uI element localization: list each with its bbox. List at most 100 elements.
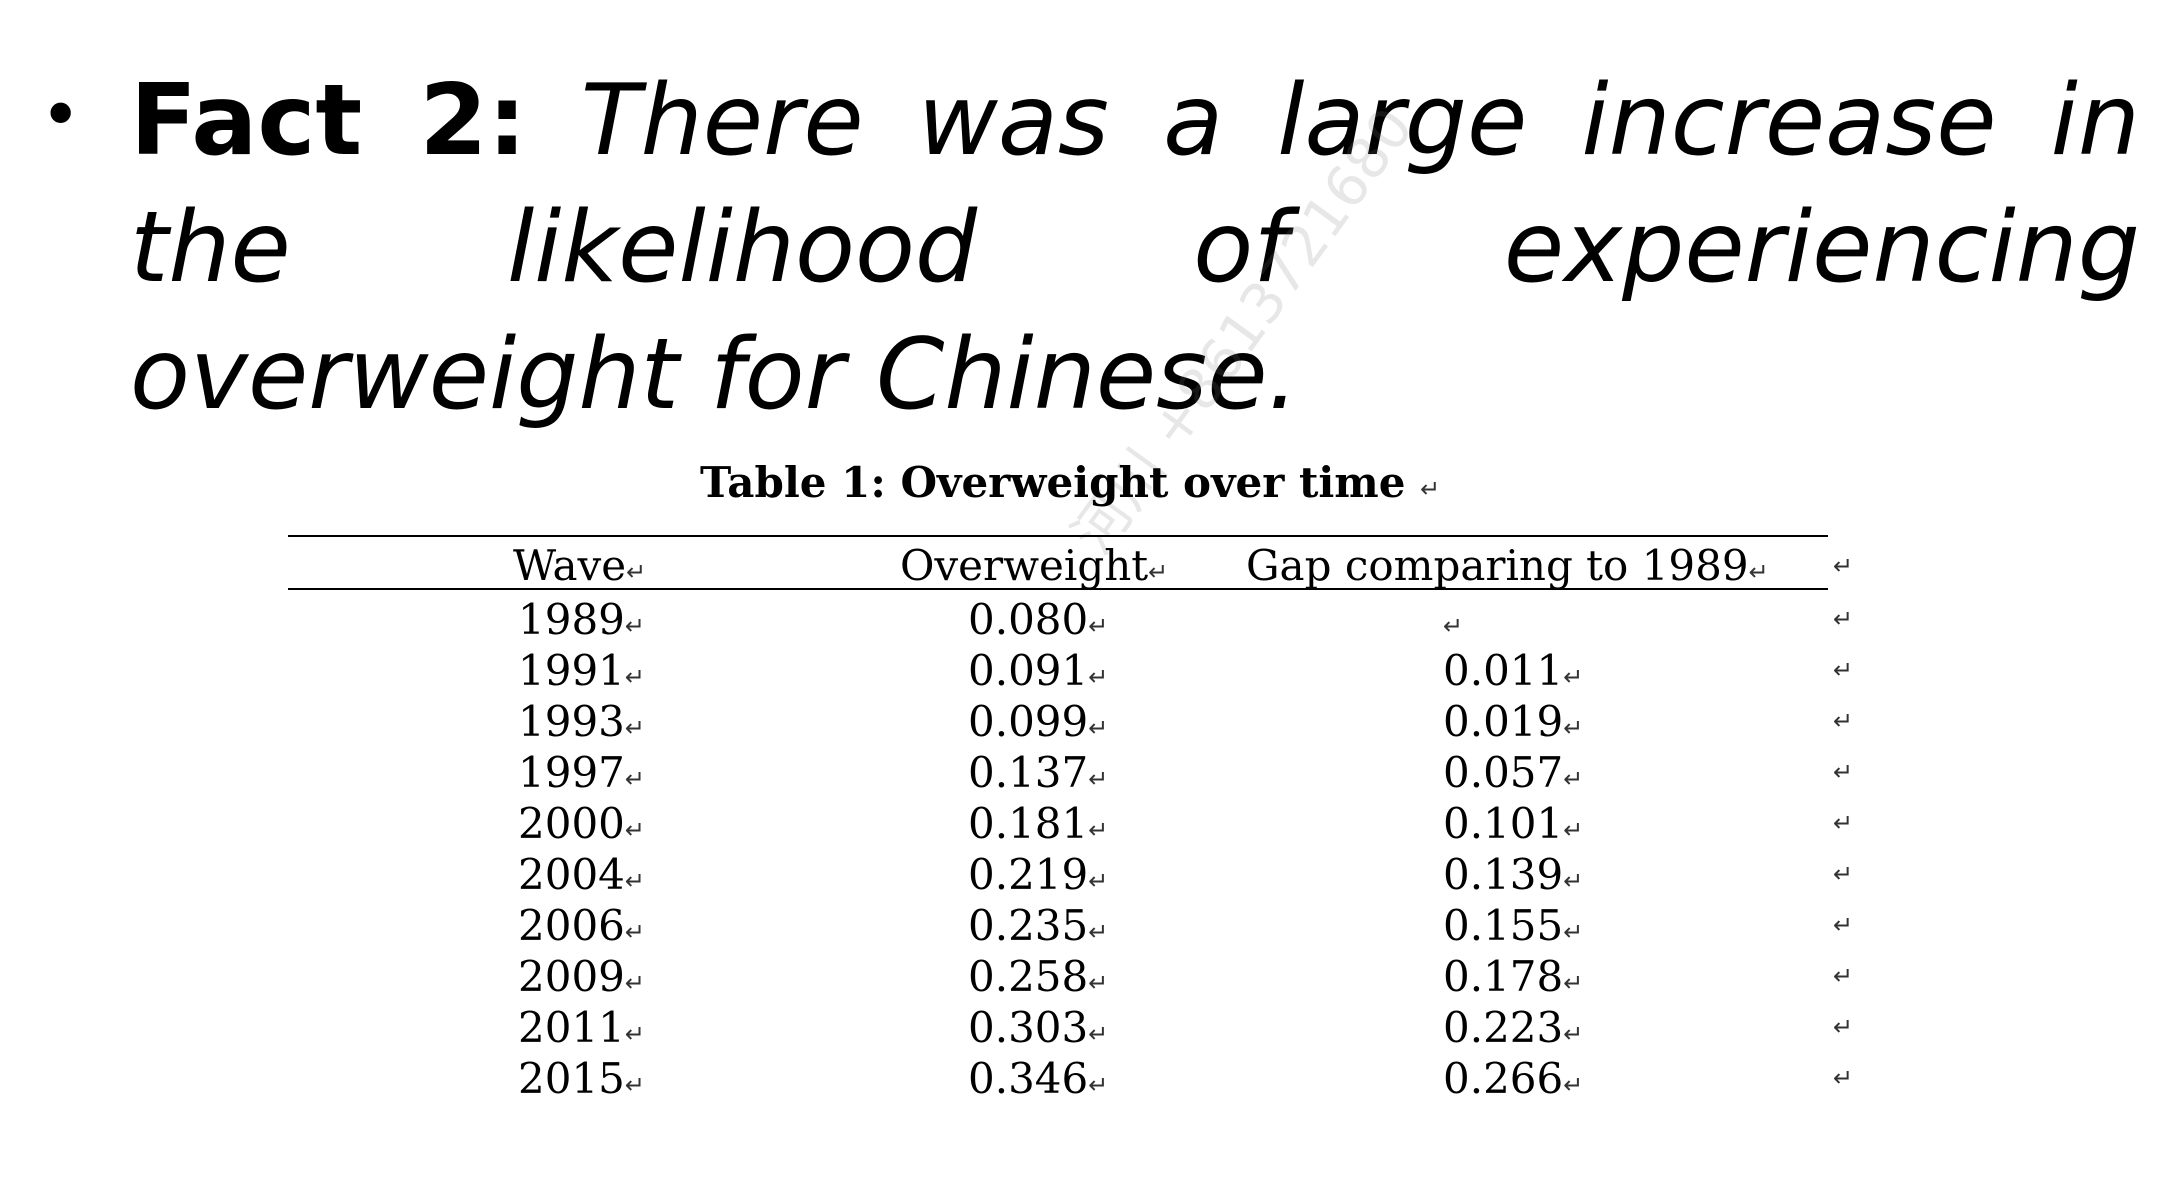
paragraph-mark-icon: ↵ (1088, 612, 1109, 640)
cell-overweight-value: 0.303 (968, 1003, 1089, 1052)
paragraph-mark-icon: ↵ (1748, 558, 1769, 586)
paragraph-mark-icon: ↵ (1088, 867, 1109, 895)
cell-gap-value: 0.139 (1443, 850, 1564, 899)
cell-wave: 1989↵ (518, 594, 645, 652)
cell-wave-value: 2000 (518, 799, 625, 848)
cell-overweight-value: 0.219 (968, 850, 1089, 899)
cell-wave-value: 2011 (518, 1003, 625, 1052)
cell-gap: 0.178↵ (1443, 951, 1583, 1009)
cell-overweight: 0.099↵ (968, 696, 1108, 754)
table-row: 2004↵ 0.219↵ 0.139↵ ↵ (288, 849, 1868, 900)
table-row: 1991↵ 0.091↵ 0.011↵ ↵ (288, 645, 1868, 696)
table-row: 2006↵ 0.235↵ 0.155↵ ↵ (288, 900, 1868, 951)
paragraph-mark-icon: ↵ (624, 1020, 645, 1048)
paragraph-mark-icon: ↵ (1088, 1020, 1109, 1048)
fact-label: Fact 2: (130, 64, 527, 178)
cell-overweight-value: 0.181 (968, 799, 1089, 848)
paragraph-mark-icon: ↵ (1563, 765, 1584, 793)
paragraph-mark-icon: ↵ (1563, 969, 1584, 997)
table-row: 2009↵ 0.258↵ 0.178↵ ↵ (288, 951, 1868, 1002)
paragraph-mark-icon: ↵ (1563, 714, 1584, 742)
cell-gap: 0.101↵ (1443, 798, 1583, 856)
cell-wave-value: 2015 (518, 1054, 625, 1103)
cell-overweight: 0.137↵ (968, 747, 1108, 805)
paragraph-mark-icon: ↵ (1088, 969, 1109, 997)
row-end-mark-icon: ↵ (1833, 707, 1854, 735)
table-top-rule (288, 535, 1828, 537)
paragraph-mark-icon: ↵ (624, 765, 645, 793)
cell-overweight-value: 0.099 (968, 697, 1089, 746)
cell-overweight: 0.080↵ (968, 594, 1108, 652)
paragraph-mark-icon: ↵ (1563, 663, 1584, 691)
paragraph-mark-icon: ↵ (1088, 765, 1109, 793)
header-wave: Wave↵ (513, 538, 646, 600)
table-body: 1989↵ 0.080↵ ↵ ↵ 1991↵ 0.091↵ 0.011↵ ↵ 1993↵ 0.09… (288, 594, 1868, 1104)
cell-wave: 1993↵ (518, 696, 645, 754)
cell-gap-value: 0.057 (1443, 748, 1564, 797)
row-end-mark-icon: ↵ (1833, 1013, 1854, 1041)
table-row: 2000↵ 0.181↵ 0.101↵ ↵ (288, 798, 1868, 849)
paragraph-mark-icon: ↵ (626, 558, 647, 586)
paragraph-mark-icon: ↵ (624, 918, 645, 946)
paragraph-mark-icon: ↵ (1420, 475, 1441, 503)
cell-wave-value: 2009 (518, 952, 625, 1001)
paragraph-mark-icon: ↵ (624, 612, 645, 640)
table-row: 2015↵ 0.346↵ 0.266↵ ↵ (288, 1053, 1868, 1104)
table-title: Table 1: Overweight over time ↵ (700, 458, 1440, 507)
cell-gap-value: 0.178 (1443, 952, 1564, 1001)
cell-wave: 2000↵ (518, 798, 645, 856)
row-end-mark-icon: ↵ (1833, 962, 1854, 990)
cell-overweight-value: 0.137 (968, 748, 1089, 797)
table-header-row: Wave↵ Overweight↵ Gap comparing to 1989↵… (288, 538, 1868, 594)
cell-overweight: 0.258↵ (968, 951, 1108, 1009)
bullet-icon: • (40, 74, 82, 156)
cell-gap: 0.266↵ (1443, 1053, 1583, 1111)
cell-wave: 2009↵ (518, 951, 645, 1009)
cell-gap-value: 0.155 (1443, 901, 1564, 950)
row-end-mark-icon: ↵ (1833, 552, 1854, 580)
paragraph-mark-icon: ↵ (1088, 816, 1109, 844)
cell-wave-value: 2006 (518, 901, 625, 950)
cell-wave-value: 1997 (518, 748, 625, 797)
cell-overweight-value: 0.080 (968, 595, 1089, 644)
table-row: 1993↵ 0.099↵ 0.019↵ ↵ (288, 696, 1868, 747)
cell-gap: ↵ (1443, 594, 1463, 652)
cell-wave-value: 1991 (518, 646, 625, 695)
cell-gap-value: 0.223 (1443, 1003, 1564, 1052)
cell-gap: 0.019↵ (1443, 696, 1583, 754)
paragraph-mark-icon: ↵ (1148, 558, 1169, 586)
cell-overweight: 0.235↵ (968, 900, 1108, 958)
paragraph-mark-icon: ↵ (1088, 918, 1109, 946)
paragraph-mark-icon: ↵ (1563, 1071, 1584, 1099)
cell-gap-value: 0.019 (1443, 697, 1564, 746)
cell-gap: 0.011↵ (1443, 645, 1583, 703)
paragraph-mark-icon: ↵ (1563, 816, 1584, 844)
table-header-rule (288, 588, 1828, 590)
header-overweight: Overweight↵ (900, 538, 1168, 600)
paragraph-mark-icon: ↵ (1088, 663, 1109, 691)
paragraph-mark-icon: ↵ (624, 714, 645, 742)
paragraph-mark-icon: ↵ (1088, 1071, 1109, 1099)
cell-gap: 0.223↵ (1443, 1002, 1583, 1060)
cell-overweight: 0.181↵ (968, 798, 1108, 856)
paragraph-mark-icon: ↵ (1563, 918, 1584, 946)
cell-wave: 2006↵ (518, 900, 645, 958)
cell-wave-value: 2004 (518, 850, 625, 899)
fact-body: There was a large increase in the likeli… (130, 64, 2140, 432)
paragraph-mark-icon: ↵ (1563, 867, 1584, 895)
header-gap-label: Gap comparing to 1989 (1246, 541, 1749, 590)
row-end-mark-icon: ↵ (1833, 809, 1854, 837)
header-gap: Gap comparing to 1989↵ (1246, 538, 1769, 600)
cell-gap: 0.057↵ (1443, 747, 1583, 805)
paragraph-mark-icon: ↵ (624, 969, 645, 997)
row-end-mark-icon: ↵ (1833, 656, 1854, 684)
paragraph-mark-icon: ↵ (624, 816, 645, 844)
cell-wave: 2011↵ (518, 1002, 645, 1060)
cell-gap-value: 0.266 (1443, 1054, 1564, 1103)
cell-gap: 0.155↵ (1443, 900, 1583, 958)
paragraph-mark-icon: ↵ (624, 1071, 645, 1099)
cell-wave: 2004↵ (518, 849, 645, 907)
cell-wave: 1991↵ (518, 645, 645, 703)
fact-statement: Fact 2: There was a large increase in th… (130, 58, 2140, 439)
header-overweight-label: Overweight (900, 541, 1149, 590)
